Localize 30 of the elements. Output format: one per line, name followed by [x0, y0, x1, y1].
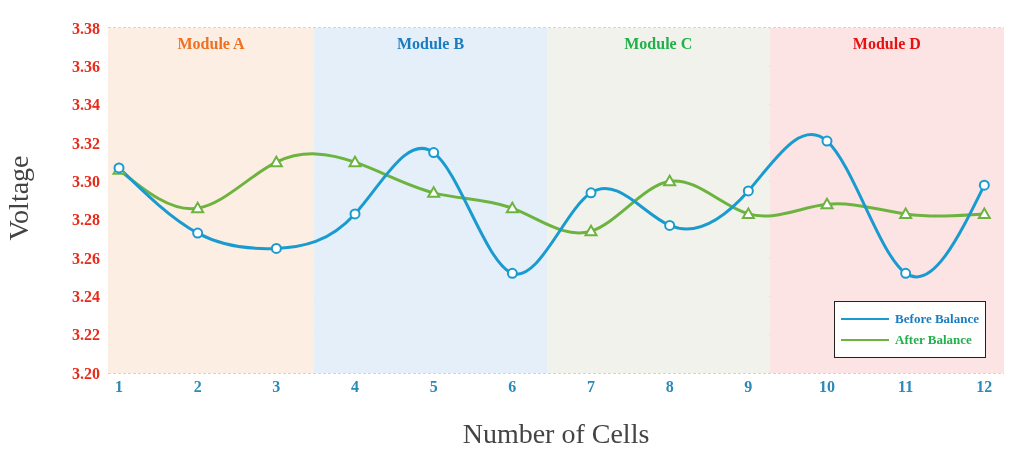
y-tick-label: 3.30 [72, 173, 100, 191]
x-tick-label: 4 [351, 378, 360, 396]
y-tick-label: 3.20 [72, 364, 100, 382]
band-label: Module C [624, 35, 693, 53]
y-axis-title: Voltage [2, 155, 34, 241]
y-tick-label: 3.26 [72, 249, 100, 267]
y-tick-label: 3.22 [72, 326, 100, 344]
x-tick-label: 5 [429, 378, 438, 396]
x-tick-label: 9 [744, 378, 753, 396]
y-tick-label: 3.28 [72, 211, 100, 229]
x-tick-label: 6 [508, 378, 517, 396]
x-tick-label: 2 [193, 378, 202, 396]
x-axis-title: Number of Cells [462, 418, 650, 449]
x-tick-label: 7 [587, 378, 596, 396]
y-tick-label: 3.38 [72, 19, 100, 37]
y-tick-label: 3.34 [72, 96, 100, 114]
legend-label: After Balance [895, 332, 972, 348]
y-tick-label: 3.32 [72, 134, 100, 152]
band-label: Module B [396, 35, 465, 53]
legend-label: Before Balance [895, 311, 979, 327]
x-tick-label: 12 [976, 378, 993, 396]
x-tick-label: 10 [819, 378, 835, 396]
x-tick-label: 1 [115, 378, 124, 396]
x-tick-label: 3 [272, 378, 281, 396]
y-tick-label: 3.36 [72, 58, 100, 76]
y-tick-label: 3.24 [72, 288, 100, 306]
band-label: Module D [852, 35, 921, 53]
x-tick-label: 8 [665, 378, 674, 396]
x-tick-label: 11 [898, 378, 914, 396]
band-label: Module A [177, 35, 246, 53]
